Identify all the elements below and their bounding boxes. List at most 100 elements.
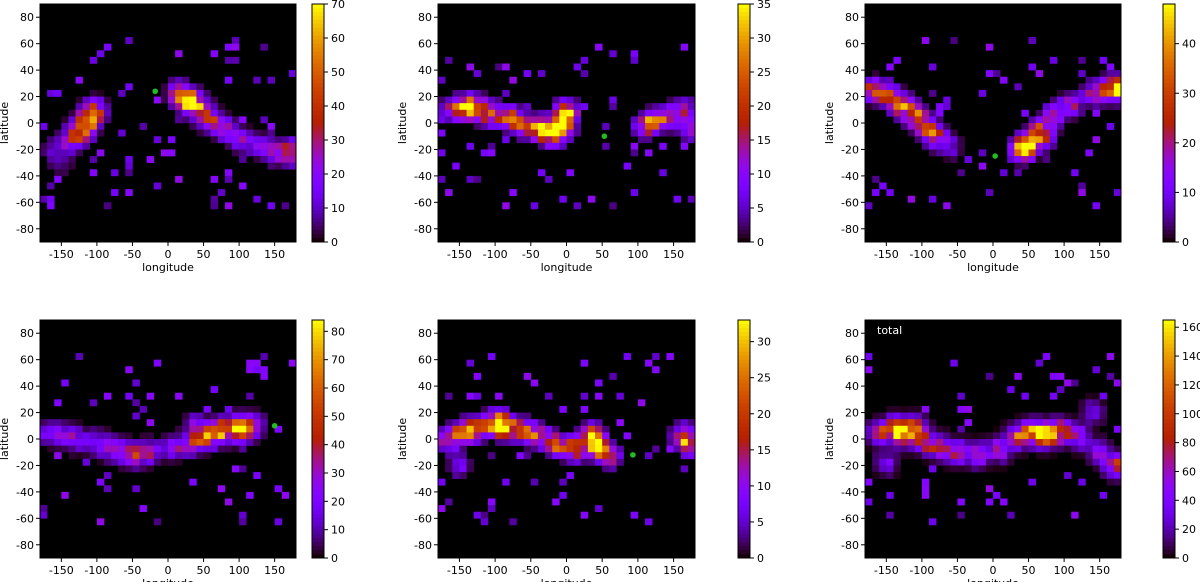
heatmap-cell (1042, 452, 1051, 460)
heatmap-cell (637, 116, 646, 124)
heatmap-cell (459, 465, 467, 473)
colorbar-segment (1163, 11, 1175, 17)
colorbar-segment (1163, 320, 1175, 325)
colorbar-segment (738, 423, 750, 428)
heatmap-cell (288, 162, 297, 170)
heatmap-cell (274, 425, 283, 433)
heatmap-cell (886, 412, 894, 420)
heatmap-cell (89, 116, 98, 124)
heatmap-cell (54, 432, 62, 440)
heatmap-cell (1078, 182, 1086, 190)
colorbar-segment (1163, 126, 1175, 132)
heatmap-cell (907, 445, 916, 453)
heatmap-cell (957, 511, 965, 519)
heatmap-cell (452, 452, 460, 460)
heatmap-cell (118, 432, 126, 440)
heatmap-cell (466, 359, 474, 367)
heatmap-cell (680, 116, 689, 124)
heatmap-cell (929, 518, 937, 526)
heatmap-cell (595, 392, 603, 400)
heatmap-cell (559, 458, 567, 466)
x-tick-label: 0 (165, 248, 172, 261)
x-axis-label: longitude (142, 261, 194, 274)
heatmap-cell (1071, 511, 1079, 519)
heatmap-cell (943, 445, 951, 453)
colorbar-segment (1163, 431, 1175, 436)
heatmap-cell (523, 412, 532, 420)
colorbar-segment (1163, 522, 1175, 527)
colorbar-segment (312, 4, 324, 9)
heatmap-cell (687, 432, 696, 440)
heatmap-cells (40, 37, 297, 210)
heatmap-cell (466, 89, 474, 97)
heatmap-cell (1014, 419, 1022, 427)
colorbar-segment (738, 427, 750, 432)
heatmap-cell (267, 202, 275, 210)
heatmap-cell (687, 96, 696, 104)
heatmap-cell (573, 452, 582, 460)
colorbar-segment (738, 534, 750, 539)
x-tick-label: 150 (1089, 564, 1110, 577)
heatmap-cell (281, 202, 290, 210)
heatmap-cell (666, 432, 674, 440)
heatmap-cell (1035, 149, 1044, 157)
heatmap-cell (509, 189, 517, 197)
heatmap-cell (872, 189, 880, 197)
colorbar-tick-label: 160 (1182, 321, 1200, 334)
heatmap-cell (189, 432, 197, 440)
heatmap-cell (523, 439, 532, 446)
heatmap-cell (96, 109, 105, 117)
heatmap-cell (907, 89, 916, 97)
heatmap-cell (652, 445, 660, 453)
heatmap-cell (104, 116, 112, 124)
heatmap-cell (680, 109, 689, 117)
heatmap-cell (239, 432, 247, 440)
heatmap-cell (168, 89, 176, 97)
colorbar-segment (312, 7, 324, 13)
y-tick-label: -80 (414, 223, 432, 236)
heatmap-cell (445, 103, 453, 111)
colorbar-segment (1163, 462, 1175, 468)
heatmap-cell (943, 458, 951, 466)
heatmap-cell (47, 202, 55, 210)
heatmap-cell (879, 445, 887, 453)
heatmap-cell (203, 445, 211, 453)
heatmap-cell (659, 103, 667, 111)
heatmap-cell (1085, 452, 1093, 460)
heatmap-cell (1007, 432, 1015, 440)
colorbar-segment (312, 198, 324, 203)
heatmap-cell (75, 136, 83, 144)
x-axis-label: longitude (541, 577, 593, 582)
heatmap-cell (168, 439, 176, 446)
heatmap-cell (54, 162, 62, 170)
heatmap-cell (552, 498, 560, 506)
colorbar-segment (312, 67, 324, 72)
heatmap-cell (232, 412, 240, 420)
colorbar-segment (312, 502, 324, 507)
heatmap-cell (1028, 412, 1036, 420)
heatmap-cell (666, 439, 674, 446)
heatmap-cell (921, 142, 930, 150)
heatmap-cell (566, 452, 574, 460)
heatmap-cell (495, 432, 503, 440)
heatmap-cell (246, 366, 254, 374)
heatmap-cell (203, 129, 211, 137)
heatmap-cell (1064, 89, 1072, 97)
heatmap-cell (950, 142, 958, 150)
heatmap-cell (438, 425, 446, 433)
heatmap-cell (54, 89, 62, 97)
heatmap-cell (196, 116, 204, 124)
marker-point (992, 153, 998, 159)
colorbar-tick-label: 60 (331, 382, 345, 395)
heatmap-cell (96, 425, 105, 433)
heatmap-cell (260, 129, 268, 137)
colorbar-segment (738, 79, 750, 84)
heatmap-cell (921, 439, 930, 446)
heatmap-cell (907, 405, 916, 413)
colorbar-segment (312, 343, 324, 349)
heatmap-cell (1092, 366, 1100, 374)
heatmap-cell (189, 439, 197, 446)
heatmap-cell (68, 425, 76, 433)
colorbar-segment (312, 222, 324, 227)
heatmap-cell (900, 419, 908, 427)
